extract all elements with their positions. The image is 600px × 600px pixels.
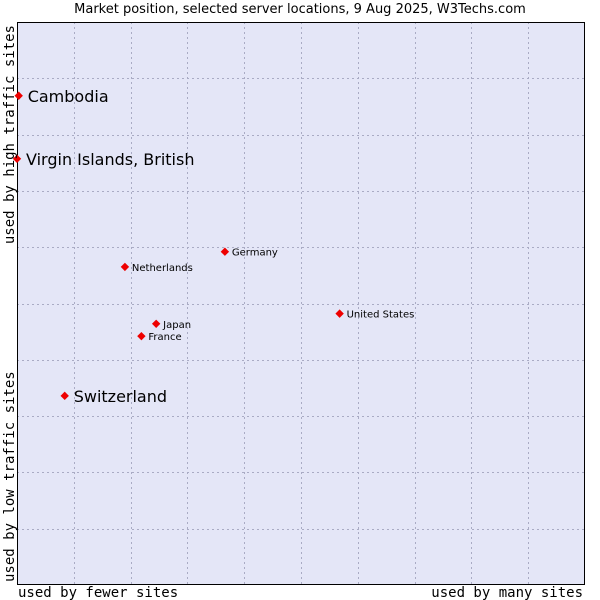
point-label: United States [347,310,415,321]
y-axis-label-bottom: used by low traffic sites [2,371,18,582]
point-japan: Japan [151,319,191,331]
point-label: Cambodia [28,87,109,106]
y-axis-label-top: used by high traffic sites [2,25,18,244]
point-label: Virgin Islands, British [26,150,194,169]
point-switzerland: Switzerland [60,387,167,406]
point-label: Netherlands [132,263,193,274]
plot-border [17,22,585,585]
point-marker [335,309,344,318]
point-marker [12,154,22,164]
point-marker [137,331,146,341]
point-netherlands: Netherlands [120,262,193,274]
point-marker [151,319,161,328]
point-label: Germany [232,248,278,259]
point-france: France [137,331,182,343]
point-marker [14,91,23,100]
chart-title: Market position, selected server locatio… [74,2,526,17]
point-marker [120,262,130,272]
point-label: France [148,332,181,343]
point-cambodia: Cambodia [14,87,109,106]
x-axis-label-left: used by fewer sites [18,585,178,600]
point-label: Switzerland [74,387,167,406]
data-points: Cambodia Virgin Islands, British Germany Ne… [12,87,415,406]
point-label: Japan [162,320,191,331]
point-marker [220,247,230,256]
x-axis-label-right: used by many sites [431,585,583,600]
point-virgin-islands-british: Virgin Islands, British [12,150,194,169]
grid-lines [17,22,585,585]
point-marker [60,391,69,401]
point-germany: Germany [220,247,278,259]
point-united-states: United States [335,309,415,321]
